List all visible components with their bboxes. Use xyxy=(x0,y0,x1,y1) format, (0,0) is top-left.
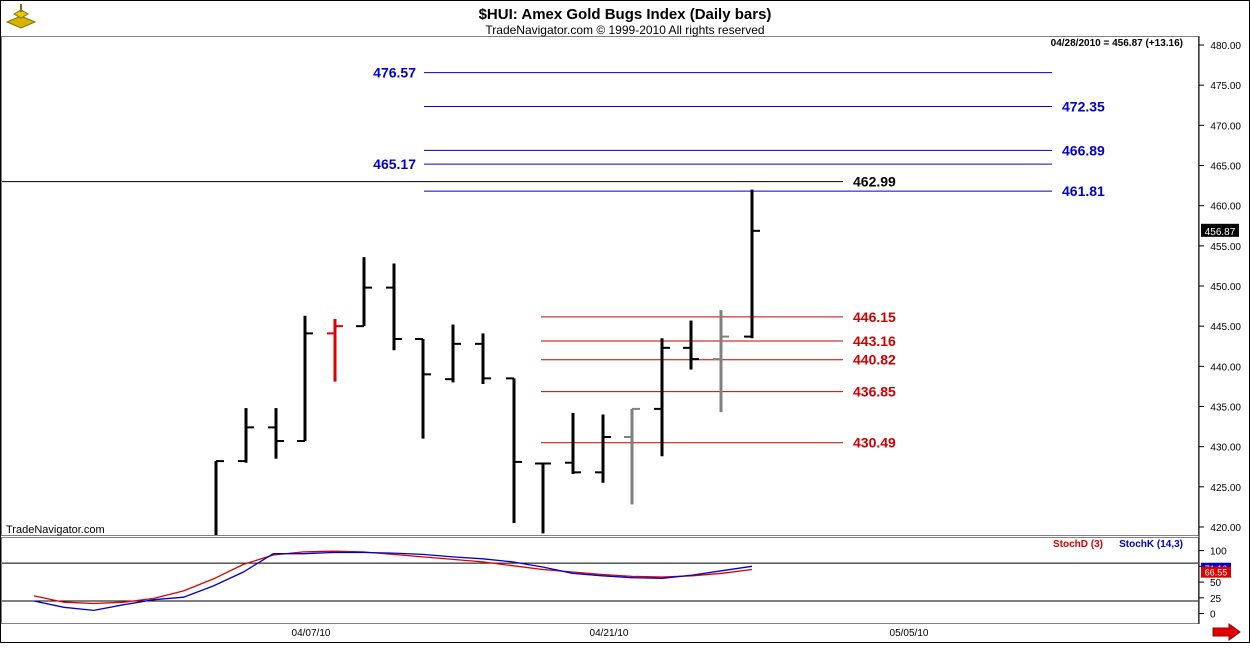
stochd-value-label: 66.55 xyxy=(1205,568,1228,578)
y-tick-label: 450.00 xyxy=(1210,282,1241,293)
price-bar xyxy=(565,412,581,474)
stochastic-panel xyxy=(1,537,1199,624)
tradenavigator-logo xyxy=(5,4,37,29)
price-panel xyxy=(1,36,1199,536)
y-tick-label: 475.00 xyxy=(1210,81,1241,92)
last-price-label: 456.87 xyxy=(1205,227,1236,238)
scroll-right-arrow-icon[interactable] xyxy=(1212,623,1241,641)
y-tick-label: 430.00 xyxy=(1210,443,1241,454)
y-tick-label: 465.00 xyxy=(1210,162,1241,173)
level-label: 472.35 xyxy=(1062,98,1105,114)
price-bar xyxy=(356,257,372,328)
stoch-y-tick-label: 50 xyxy=(1210,578,1222,589)
price-bar xyxy=(327,318,343,382)
last-price-box xyxy=(1201,223,1239,237)
price-bar xyxy=(297,315,313,443)
watermark-text: TradeNavigator.com xyxy=(6,524,105,536)
price-bar xyxy=(654,338,670,457)
y-tick-label: 460.00 xyxy=(1210,202,1241,213)
price-bar xyxy=(415,338,431,439)
level-label: 465.17 xyxy=(373,156,416,172)
chart-title: $HUI: Amex Gold Bugs Index (Daily bars) xyxy=(479,6,772,23)
level-label: 461.81 xyxy=(1062,183,1105,199)
legend-stochd: StochD (3) xyxy=(1053,539,1103,550)
y-tick-label: 440.00 xyxy=(1210,362,1241,373)
stoch-y-tick-label: 0 xyxy=(1210,610,1216,621)
level-label: 443.16 xyxy=(853,333,896,349)
price-bar xyxy=(713,310,729,413)
level-label: 430.49 xyxy=(853,435,896,451)
stoch-line xyxy=(33,550,753,605)
price-bar xyxy=(535,462,551,534)
price-bar xyxy=(744,189,760,339)
price-bar xyxy=(506,377,522,523)
price-bar xyxy=(238,408,254,463)
stoch-y-tick-label: 100 xyxy=(1210,547,1227,558)
level-label: 436.85 xyxy=(853,384,896,400)
y-tick-label: 445.00 xyxy=(1210,322,1241,333)
quote-readout: 04/28/2010 = 456.87 (+13.16) xyxy=(1051,38,1183,49)
stoch-y-tick-label: 25 xyxy=(1210,594,1222,605)
y-tick-label: 480.00 xyxy=(1210,41,1241,52)
price-bar xyxy=(683,320,699,370)
price-bar xyxy=(214,460,224,535)
level-label: 440.82 xyxy=(853,352,896,368)
price-bar xyxy=(595,414,611,483)
price-bar xyxy=(624,407,640,505)
price-bar xyxy=(475,333,491,384)
x-tick-label: 04/07/10 xyxy=(292,628,331,639)
price-bar xyxy=(386,263,402,351)
level-label: 466.89 xyxy=(1062,142,1105,158)
y-tick-label: 455.00 xyxy=(1210,242,1241,253)
price-bar xyxy=(445,324,461,383)
y-tick-label: 435.00 xyxy=(1210,402,1241,413)
legend-stochk: StochK (14,3) xyxy=(1119,539,1183,550)
x-tick-label: 05/05/10 xyxy=(890,628,929,639)
y-tick-label: 470.00 xyxy=(1210,121,1241,132)
copyright-text: TradeNavigator.com © 1999-2010 All right… xyxy=(485,23,764,37)
x-tick-label: 04/21/10 xyxy=(590,628,629,639)
level-label: 446.15 xyxy=(853,309,896,325)
level-label: 476.57 xyxy=(373,65,416,81)
y-tick-label: 425.00 xyxy=(1210,483,1241,494)
y-tick-label: 420.00 xyxy=(1210,523,1241,534)
price-bar xyxy=(268,408,284,459)
stochd-value-box xyxy=(1201,566,1231,578)
level-label: 462.99 xyxy=(853,174,896,190)
stoch-line xyxy=(33,551,753,612)
